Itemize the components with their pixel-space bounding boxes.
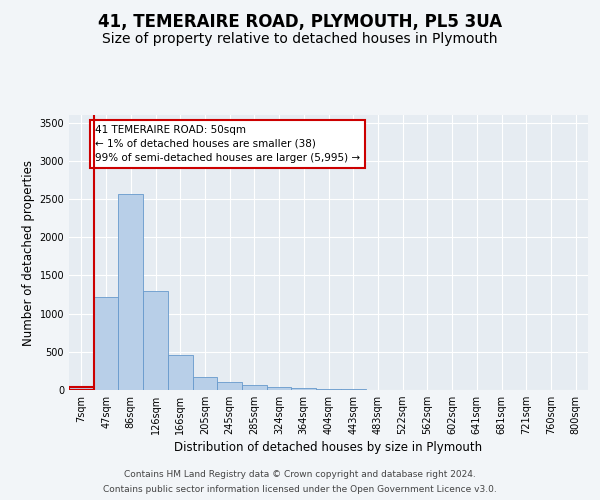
Bar: [94, 297, 118, 390]
Text: Contains HM Land Registry data © Crown copyright and database right 2024.: Contains HM Land Registry data © Crown c…: [124, 470, 476, 479]
Bar: [217, 382, 242, 390]
Text: 41 TEMERAIRE ROAD: 50sqm
← 1% of detached houses are smaller (38)
99% of semi-de: 41 TEMERAIRE ROAD: 50sqm ← 1% of detache…: [95, 125, 360, 163]
Bar: [143, 290, 168, 390]
X-axis label: Distribution of detached houses by size in Plymouth: Distribution of detached houses by size …: [175, 442, 482, 454]
Bar: [316, 388, 341, 390]
Y-axis label: Number of detached properties: Number of detached properties: [22, 160, 35, 346]
Bar: [341, 389, 365, 390]
Bar: [168, 355, 193, 390]
Bar: [69, 387, 94, 390]
Bar: [292, 388, 316, 390]
Bar: [242, 386, 267, 390]
Bar: [267, 387, 292, 390]
Text: Contains public sector information licensed under the Open Government Licence v3: Contains public sector information licen…: [103, 485, 497, 494]
Bar: [193, 376, 217, 390]
Text: 41, TEMERAIRE ROAD, PLYMOUTH, PL5 3UA: 41, TEMERAIRE ROAD, PLYMOUTH, PL5 3UA: [98, 12, 502, 30]
Bar: [118, 194, 143, 390]
Text: Size of property relative to detached houses in Plymouth: Size of property relative to detached ho…: [102, 32, 498, 46]
